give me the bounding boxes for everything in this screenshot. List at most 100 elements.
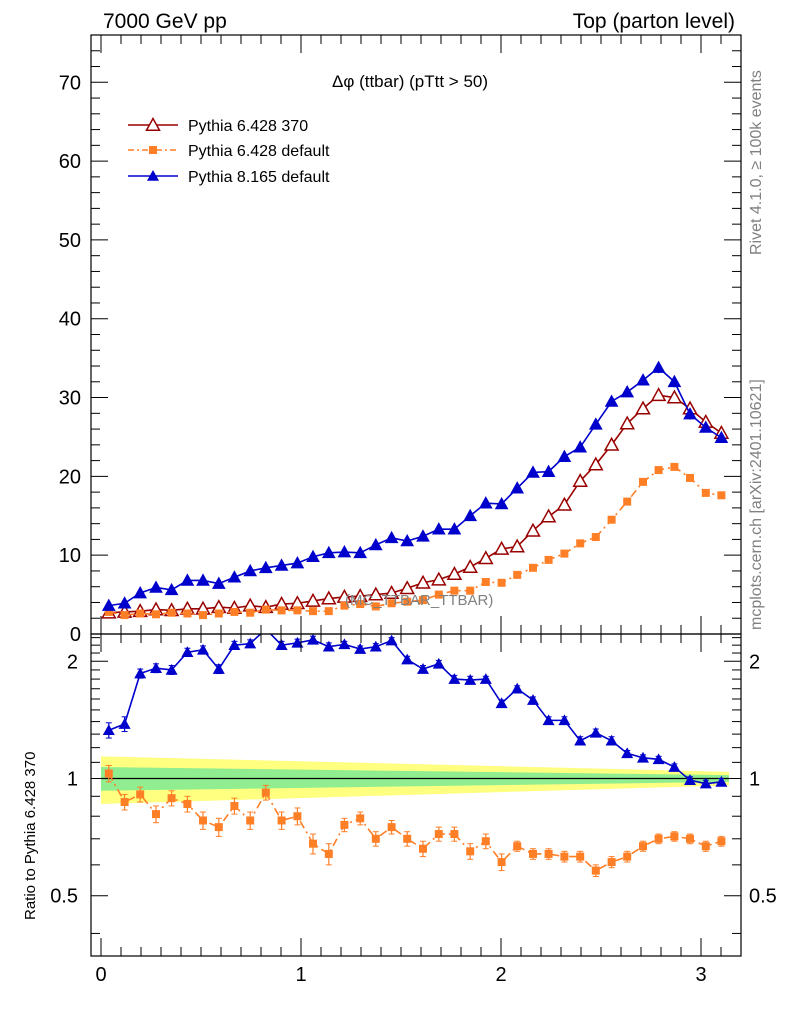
- ratio-point: [419, 844, 427, 853]
- data-point: [383, 584, 400, 599]
- main-title: Δφ (ttbar) (pTtt > 50): [332, 72, 488, 91]
- ratio-y-tick-label: 1: [67, 768, 78, 790]
- ratio-point: [432, 657, 445, 669]
- data-point: [431, 571, 447, 586]
- ratio-point: [246, 816, 255, 825]
- data-point: [261, 605, 270, 614]
- header-right: Top (parton level): [573, 10, 735, 33]
- ratio-point: [591, 866, 600, 875]
- data-point: [620, 385, 635, 398]
- data-point: [619, 415, 635, 430]
- data-point: [701, 488, 710, 497]
- data-point: [230, 607, 239, 616]
- ratio-point: [165, 663, 178, 675]
- data-point: [353, 545, 368, 559]
- ratio-point: [260, 623, 272, 634]
- mcplots-label: mcplots.cern.ch [arXiv:2401.10621]: [748, 379, 765, 630]
- ratio-panel: 0.5 0.5 1 1 2 2 0 1 2 3: [50, 623, 777, 986]
- legend-label: Pythia 6.428 370: [188, 118, 308, 135]
- ratio-point: [199, 816, 207, 825]
- ratio-y-tick-label-right: 2: [749, 651, 760, 673]
- ratio-y-tick-label: 2: [67, 651, 78, 673]
- series-pythia-8-165-default: [101, 360, 729, 611]
- data-point: [136, 609, 145, 618]
- data-point: [478, 496, 493, 509]
- data-point: [419, 596, 427, 605]
- ratio-point: [558, 714, 571, 726]
- ratio-point: [102, 724, 115, 736]
- data-point: [164, 582, 179, 596]
- data-point: [560, 549, 569, 558]
- ratio-point: [464, 674, 477, 685]
- ratio-point: [356, 814, 365, 823]
- ratio-axis-ticks: 0.5 0.5 1 1 2 2 0 1 2 3: [50, 634, 777, 986]
- series-pythia-6-428-default: [104, 462, 726, 620]
- ratio-point: [291, 636, 304, 648]
- ratio-point: [167, 794, 176, 803]
- data-point: [167, 608, 176, 617]
- ratio-point: [293, 812, 302, 821]
- series-pythia-6-428-370: [101, 387, 730, 619]
- data-point: [309, 607, 317, 616]
- x-tick-label: 2: [495, 964, 506, 986]
- data-point: [493, 540, 510, 555]
- ratio-point: [214, 823, 223, 832]
- data-point: [603, 436, 620, 451]
- data-point: [384, 530, 399, 544]
- main-plot-content: [101, 360, 730, 620]
- data-point: [557, 449, 572, 462]
- ratio-point: [385, 634, 398, 646]
- analysis-watermark: (MC_TTBAR_TTBAR): [345, 592, 493, 609]
- data-point: [650, 387, 667, 402]
- x-tick-label: 1: [295, 964, 306, 986]
- ratio-line: [108, 773, 722, 872]
- data-point: [324, 607, 333, 616]
- data-point: [246, 608, 255, 617]
- data-point: [588, 417, 603, 430]
- data-point: [541, 464, 556, 477]
- ratio-point: [621, 747, 634, 759]
- ratio-point: [623, 852, 632, 861]
- data-point: [623, 497, 632, 506]
- data-point: [196, 573, 210, 586]
- ratio-point: [589, 726, 602, 738]
- ratio-point: [244, 637, 257, 649]
- y-tick-label: 60: [59, 151, 81, 173]
- ratio-point: [387, 823, 396, 832]
- data-point: [152, 610, 160, 619]
- ratio-point: [417, 663, 429, 674]
- ratio-point: [542, 714, 555, 726]
- data-point: [431, 522, 446, 535]
- legend-marker: [147, 170, 159, 181]
- ratio-y-tick-label-right: 1: [749, 768, 760, 790]
- data-point: [149, 580, 163, 593]
- data-point: [573, 440, 588, 453]
- y-tick-label: 0: [70, 624, 81, 646]
- ratio-point: [324, 849, 333, 858]
- data-point: [403, 597, 412, 606]
- ratio-point: [403, 834, 412, 843]
- ratio-point: [197, 643, 209, 655]
- data-point: [683, 407, 697, 420]
- data-point: [321, 590, 337, 605]
- ratio-point: [574, 734, 587, 746]
- x-tick-label: 0: [95, 964, 106, 986]
- data-point: [576, 539, 585, 548]
- ratio-point: [450, 830, 459, 839]
- data-point: [450, 586, 459, 595]
- x-tick-label: 3: [695, 964, 706, 986]
- ratio-point: [605, 734, 618, 746]
- data-point: [698, 420, 713, 433]
- data-point: [525, 522, 541, 537]
- ratio-point: [152, 810, 160, 819]
- ratio-point: [261, 788, 270, 797]
- data-point: [434, 590, 443, 599]
- legend-label: Pythia 8.165 default: [188, 169, 330, 186]
- data-point: [510, 481, 525, 494]
- ratio-point: [511, 682, 524, 694]
- data-point: [368, 586, 384, 601]
- ratio-point: [668, 761, 681, 772]
- ratio-point: [637, 751, 649, 763]
- series-line: [108, 394, 722, 614]
- ratio-point: [607, 858, 616, 867]
